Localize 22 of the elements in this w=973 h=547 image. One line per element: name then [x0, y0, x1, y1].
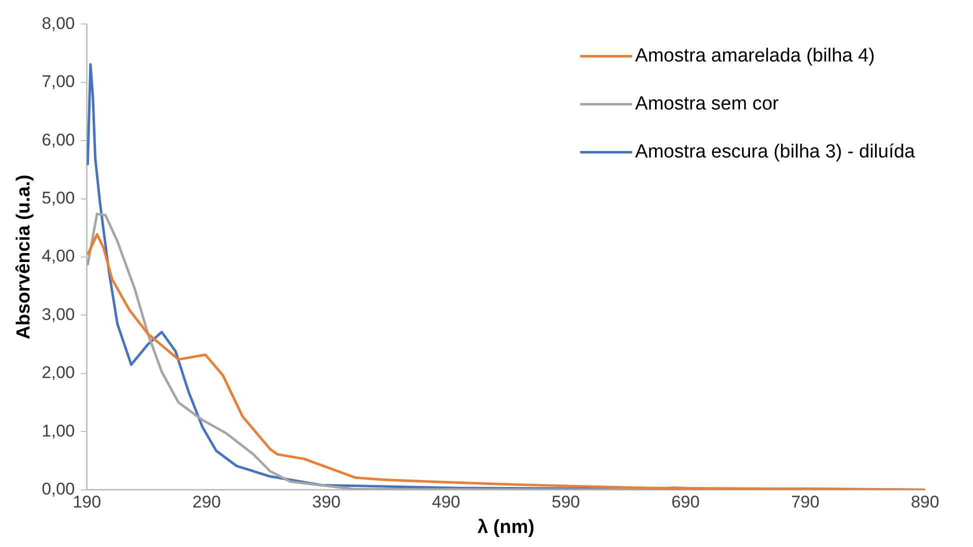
x-tick-label: 890 — [910, 492, 940, 512]
x-tick-label: 290 — [192, 492, 221, 512]
y-tick-label: 1,00 — [42, 421, 75, 440]
x-tick-label: 490 — [432, 492, 460, 512]
y-tick-label: 6,00 — [42, 130, 75, 150]
x-tick-label: 790 — [791, 492, 820, 512]
x-tick-label: 190 — [72, 492, 102, 512]
x-axis-title: λ (nm) — [477, 516, 534, 538]
y-tick-label: 0,00 — [42, 479, 75, 498]
y-tick-label: 2,00 — [42, 363, 75, 382]
legend-label: Amostra sem cor — [635, 93, 780, 114]
y-tick-label: 3,00 — [42, 304, 75, 324]
legend-label: Amostra escura (bilha 3) - diluída — [635, 141, 916, 162]
legend-label: Amostra amarelada (bilha 4) — [635, 45, 875, 66]
y-tick-label: 7,00 — [42, 72, 75, 92]
y-tick-label: 4,00 — [42, 246, 75, 266]
x-tick-label: 690 — [671, 492, 700, 512]
y-tick-label: 5,00 — [42, 188, 75, 208]
y-axis-title: Absorvência (u.a.) — [14, 174, 35, 340]
x-tick-label: 390 — [312, 492, 341, 512]
y-tick-label: 8,00 — [42, 14, 75, 33]
x-tick-label: 590 — [552, 492, 580, 512]
